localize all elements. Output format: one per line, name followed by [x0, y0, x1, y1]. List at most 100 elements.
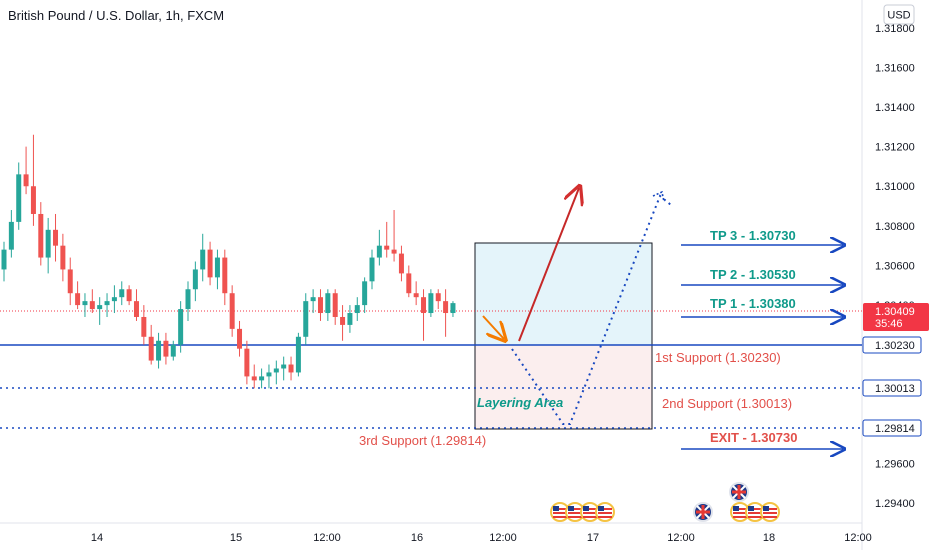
time-tick-label: 15 — [230, 532, 242, 544]
candle — [1, 241, 7, 282]
candle — [89, 289, 95, 314]
candle — [207, 241, 213, 286]
us-flag-icon[interactable] — [550, 502, 570, 522]
layering-label: Layering Area — [477, 395, 563, 410]
currency-label: USD — [887, 10, 910, 22]
candle — [369, 249, 375, 290]
candle — [362, 277, 368, 314]
support1-label: 1st Support (1.30230) — [655, 350, 781, 365]
time-axis-ticks: 14 15 12:00 16 12:00 17 12:00 18 12:00 — [91, 532, 872, 544]
candle — [273, 360, 279, 385]
us-flag-icon[interactable] — [595, 502, 615, 522]
candle — [384, 221, 390, 258]
us-flag-icon[interactable] — [760, 502, 780, 522]
candle — [251, 364, 257, 389]
candle — [406, 265, 412, 298]
projected-path-arrowhead — [652, 190, 665, 203]
candle — [332, 289, 338, 325]
time-tick-label: 17 — [587, 532, 599, 544]
time-tick-label: 12:00 — [667, 532, 695, 544]
price-tick-label: 1.31000 — [875, 181, 915, 193]
currency-button[interactable]: USD — [883, 4, 915, 25]
candle — [126, 285, 132, 306]
level-tag-3-value: 1.29814 — [875, 423, 915, 435]
time-tick-label: 14 — [91, 532, 103, 544]
candle — [16, 162, 22, 230]
candle — [450, 301, 456, 317]
candle — [259, 368, 265, 389]
candle — [60, 233, 66, 282]
tp2-label: TP 2 - 1.30530 — [710, 267, 796, 282]
price-tick-label: 1.31800 — [875, 23, 915, 35]
us-flag-icon[interactable] — [730, 502, 750, 522]
level-tag-2-value: 1.30013 — [875, 383, 915, 395]
candle — [8, 210, 14, 258]
layering-zone — [475, 345, 652, 429]
candle — [214, 249, 220, 290]
us-flag-icon[interactable] — [745, 502, 765, 522]
price-tick-label: 1.31400 — [875, 102, 915, 114]
candle — [133, 289, 139, 321]
support2-label: 2nd Support (1.30013) — [662, 396, 792, 411]
candle — [23, 146, 29, 195]
candle — [156, 332, 162, 369]
time-tick-label: 16 — [411, 532, 423, 544]
price-tick-label: 1.30800 — [875, 221, 915, 233]
current-price-value: 1.30409 — [875, 306, 915, 318]
bullish-arrow — [518, 188, 579, 342]
candle — [185, 281, 191, 321]
candle — [200, 233, 206, 282]
candle — [45, 217, 51, 274]
candle — [244, 340, 250, 385]
uk-flag-icon[interactable] — [693, 502, 713, 522]
candle — [421, 289, 427, 341]
price-tick-label: 1.30600 — [875, 260, 915, 272]
candle — [376, 229, 382, 266]
candle — [163, 332, 169, 365]
candle — [111, 285, 117, 314]
candle — [347, 305, 353, 333]
time-tick-label: 12:00 — [313, 532, 341, 544]
candle — [443, 289, 449, 337]
candle — [38, 202, 44, 266]
candle — [413, 281, 419, 306]
entry-arrow — [482, 315, 504, 339]
price-tick-label: 1.31600 — [875, 62, 915, 74]
candle — [435, 289, 441, 310]
candle — [310, 289, 316, 314]
candle — [178, 301, 184, 353]
candle — [303, 293, 309, 345]
candle — [104, 293, 110, 317]
level-tag-2: 1.30013 — [862, 379, 922, 397]
candle — [141, 305, 147, 345]
time-tick-label: 12:00 — [489, 532, 517, 544]
tp1-label: TP 1 - 1.30380 — [710, 296, 796, 311]
time-tick-label: 18 — [763, 532, 775, 544]
support3-label: 3rd Support (1.29814) — [359, 433, 486, 448]
economic-events[interactable] — [550, 482, 780, 522]
candle — [119, 281, 125, 306]
candle — [97, 297, 103, 325]
level-tag-3: 1.29814 — [862, 419, 922, 437]
current-price-tag: 1.30409 35:46 — [863, 303, 929, 331]
target-zone — [475, 243, 652, 345]
candle — [398, 245, 404, 282]
candle — [391, 210, 397, 262]
candle — [266, 364, 272, 389]
candle — [237, 320, 243, 357]
price-tick-label: 1.29600 — [875, 459, 915, 471]
current-price-countdown: 35:46 — [875, 318, 903, 330]
candle — [53, 213, 59, 262]
candle — [288, 356, 294, 381]
candlestick-series — [1, 134, 456, 389]
price-axis-ticks: 1.31800 1.31600 1.31400 1.31200 1.31000 1.308… — [875, 23, 915, 510]
uk-flag-icon[interactable] — [729, 482, 749, 502]
trade-box — [474, 242, 653, 430]
candle — [317, 289, 323, 321]
candle — [229, 285, 235, 337]
candle — [82, 293, 88, 317]
candle — [281, 356, 287, 381]
projected-path — [511, 194, 672, 425]
exit-label: EXIT - 1.30730 — [710, 430, 797, 445]
